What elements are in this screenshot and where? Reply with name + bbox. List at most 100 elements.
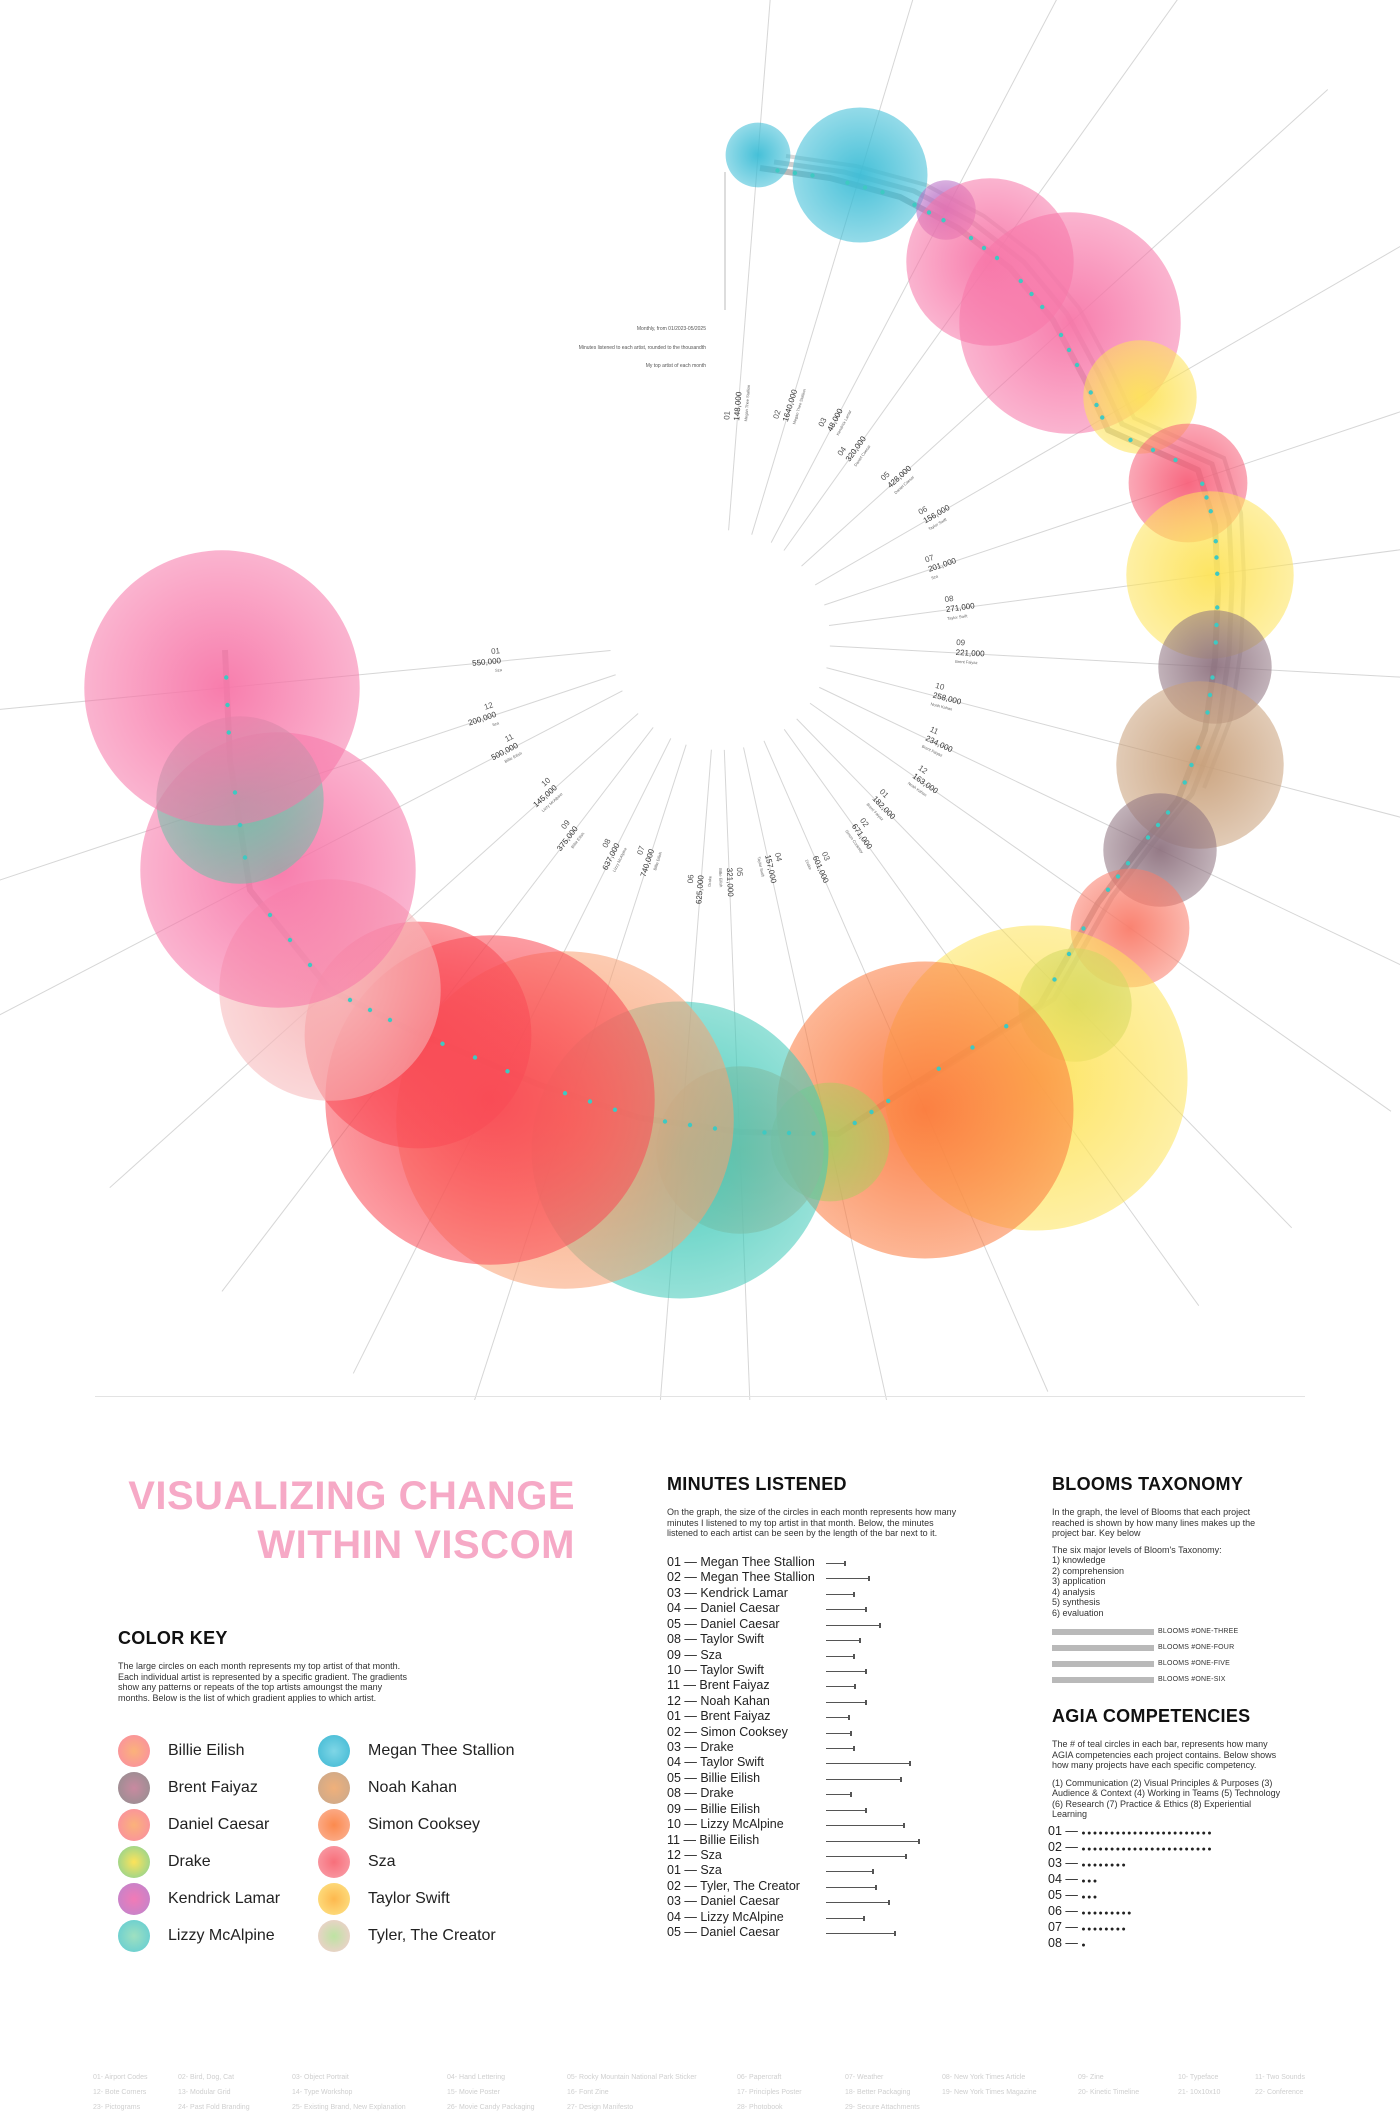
bubble-25 [84, 550, 360, 826]
agia-mark [1004, 1024, 1009, 1029]
agia-mark [1088, 390, 1093, 395]
agia-mark [1081, 926, 1086, 931]
month-artist: Sza [495, 667, 503, 673]
agia-dots: ●●●●●●●● [1081, 1862, 1128, 1869]
agia-mark [1115, 874, 1121, 879]
agia-mark [562, 1091, 568, 1096]
footer-project-item: 13- Modular Grid [178, 2089, 231, 2096]
agia-row-label: 07 — [1048, 1920, 1082, 1934]
gradient-swatch-icon [318, 1809, 350, 1841]
agia-row-label: 01 — [1048, 1824, 1082, 1838]
color-key-item: Taylor Swift [318, 1883, 450, 1915]
month-value: 271,000 [945, 601, 975, 614]
agia-mark [869, 1109, 874, 1115]
agia-mark [225, 702, 230, 708]
color-key-section: COLOR KEY The large circles on each mont… [118, 1628, 408, 1703]
minutes-bar [826, 1699, 867, 1705]
month-artist: Taylor Swift [756, 856, 765, 878]
agia-mark [1066, 951, 1072, 957]
footer-project-item: 16- Font Zine [567, 2089, 609, 2096]
footer-project-item: 03- Object Portrait [292, 2074, 349, 2081]
month-number: 08 [601, 837, 613, 849]
month-artist: Brent Faiyaz [955, 659, 978, 665]
minutes-bar [826, 1653, 855, 1659]
footer-project-item: 06- Papercraft [737, 2074, 782, 2081]
agia-mark [981, 245, 987, 251]
agia-dots: ●●● [1081, 1878, 1099, 1885]
agia-mark [880, 190, 885, 195]
agia-row-label: 06 — [1048, 1904, 1082, 1918]
color-key-label: Tyler, The Creator [368, 1927, 496, 1944]
agia-mark [811, 1131, 816, 1136]
agia-row: 01 — ●●●●●●●●●●●●●●●●●●●●●●● [1048, 1824, 1213, 1838]
minutes-row: 03 — Daniel Caesar [667, 1894, 780, 1909]
agia-mark [237, 822, 243, 828]
footer-project-item: 09- Zine [1078, 2074, 1104, 2081]
color-key-heading: COLOR KEY [118, 1628, 228, 1648]
gradient-swatch-icon [318, 1846, 350, 1878]
minutes-bar [826, 1853, 907, 1859]
gradient-swatch-icon [118, 1846, 150, 1878]
bubble-6 [1083, 340, 1197, 454]
agia-mark [1215, 571, 1220, 576]
agia-mark [662, 1119, 668, 1124]
month-label-group: 01 148,000 Megan Thee Stallion [722, 385, 751, 422]
footer-project-item: 08- New York Times Article [942, 2074, 1026, 2081]
agia-mark [852, 1120, 857, 1126]
minutes-row: 04 — Taylor Swift [667, 1755, 765, 1770]
agia-dots: ● [1081, 1942, 1088, 1949]
footer-project-item: 24- Past Fold Branding [178, 2104, 250, 2111]
agia-mark [1058, 332, 1064, 338]
agia-mark [1074, 362, 1080, 368]
gradient-swatch-icon [118, 1735, 150, 1767]
minutes-bar [826, 1576, 869, 1582]
agia-dots: ●●●●●●●● [1081, 1926, 1128, 1933]
agia-row: 05 — ●●● [1048, 1888, 1099, 1902]
gradient-swatch-icon [118, 1772, 150, 1804]
month-artist: Noah Kahan [930, 701, 953, 711]
title-line-2: WITHIN VISCOM [257, 1523, 575, 1567]
agia-mark [232, 790, 238, 795]
agia-heading: AGIA COMPETENCIES [1052, 1706, 1251, 1726]
minutes-row: 08 — Taylor Swift [667, 1632, 765, 1647]
agia-mark [862, 185, 868, 190]
gradient-swatch-icon [118, 1883, 150, 1915]
minutes-bar [826, 1792, 852, 1798]
agia-row-label: 08 — [1048, 1936, 1082, 1950]
gradient-swatch-icon [318, 1883, 350, 1915]
agia-mark [267, 912, 273, 918]
agia-dots: ●●● [1081, 1894, 1099, 1901]
minutes-row: 02 — Simon Cooksey [667, 1724, 788, 1739]
footer-project-item: 07- Weather [845, 2074, 884, 2081]
footer-project-item: 27- Design Manifesto [567, 2104, 634, 2111]
month-number: 01 [722, 410, 732, 420]
blooms-bar-swatch [1052, 1660, 1154, 1667]
minutes-bar [826, 1561, 845, 1566]
color-key-item: Megan Thee Stallion [318, 1735, 514, 1767]
minutes-bar [826, 1823, 906, 1829]
blooms-key-item: BLOOMS #ONE-FIVE [1052, 1660, 1230, 1667]
minutes-row: 10 — Lizzy McAlpine [667, 1817, 784, 1832]
month-number: 11 [928, 725, 940, 737]
agia-mark [1105, 887, 1111, 892]
gradient-swatch-icon [118, 1809, 150, 1841]
gradient-swatch-icon [318, 1735, 350, 1767]
color-key-label: Sza [368, 1853, 396, 1870]
agia-row-label: 05 — [1048, 1888, 1082, 1902]
color-key-label: Megan Thee Stallion [368, 1742, 515, 1759]
blooms-level: 3) application [1052, 1576, 1106, 1586]
agia-mark [367, 1007, 373, 1013]
color-key-label: Noah Kahan [368, 1779, 457, 1796]
color-key-item: Noah Kahan [318, 1772, 457, 1804]
agia-mark [1052, 977, 1057, 982]
footer-project-item: 14- Type Workshop [292, 2089, 353, 2096]
footer-project-item: 26- Movie Candy Packaging [447, 2104, 535, 2111]
minutes-row: 08 — Drake [667, 1786, 734, 1801]
month-value: 321,000 [725, 868, 735, 898]
agia-mark [1200, 481, 1205, 486]
minutes-bar [826, 1807, 868, 1813]
minutes-row: 01 — Sza [667, 1863, 722, 1878]
